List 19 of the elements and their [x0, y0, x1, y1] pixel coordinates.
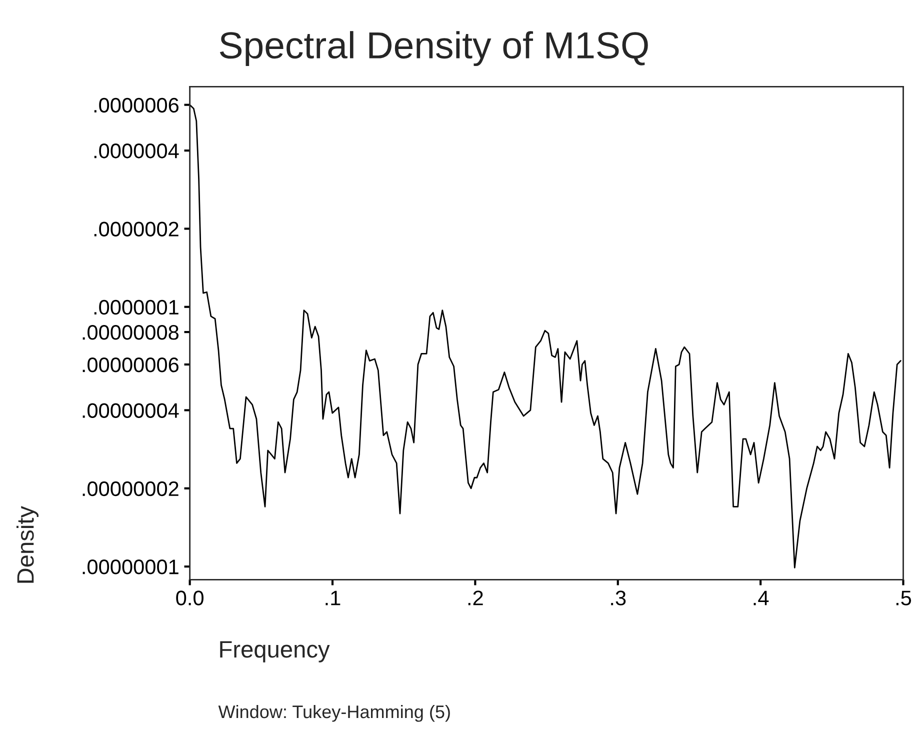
x-tick-label: .4: [754, 590, 769, 606]
y-tick-label: .0000002: [94, 222, 178, 236]
text: Window: Tukey-Hamming (5): [218, 704, 450, 722]
y-tick-label: .00000004: [82, 403, 179, 418]
chart-title: Spectral Density of M1SQ: [220, 31, 648, 66]
y-tick-label: .00000006: [82, 357, 178, 372]
x-tick-label: .5: [896, 590, 912, 606]
y-tick-label: .00000008: [82, 325, 179, 340]
y-tick-label: .00000001: [82, 560, 178, 574]
y-axis-title: Density: [16, 506, 39, 583]
x-tick-label: .3: [611, 590, 626, 606]
y-tick-label: .0000001: [94, 300, 178, 315]
y-tick-label: .00000002: [82, 481, 178, 496]
x-tick-label: .1: [326, 590, 340, 606]
y-tick-label: .0000006: [94, 98, 178, 113]
x-tick-label: .2: [468, 590, 483, 606]
x-tick-label: 0.0: [176, 590, 204, 606]
y-tick-label: .0000004: [94, 144, 179, 158]
x-axis-title: Frequency: [220, 641, 330, 662]
